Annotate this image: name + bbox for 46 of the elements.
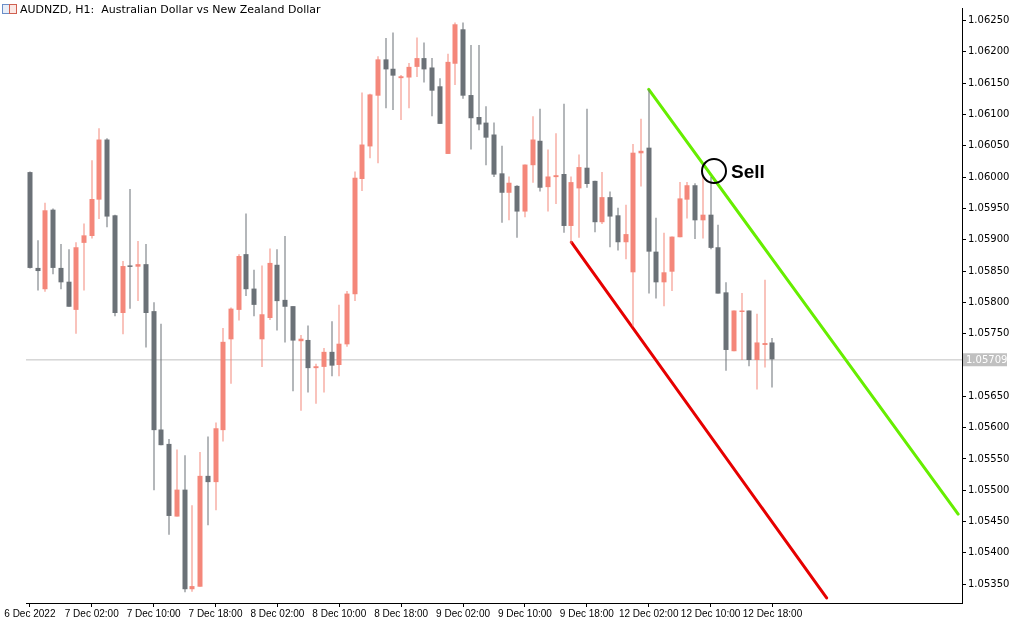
candlestick	[762, 279, 768, 368]
x-tick-label: 9 Dec 02:00	[436, 607, 491, 619]
y-tick-label: 1.05800	[968, 295, 1010, 307]
candlestick	[127, 189, 133, 309]
ref-line-label: 1.05709	[966, 353, 1008, 365]
annotation: Sell	[731, 161, 765, 183]
y-tick-label: 1.06050	[968, 139, 1010, 151]
y-tick-label: 1.06250	[968, 14, 1010, 26]
y-tick-label: 1.06150	[968, 76, 1010, 88]
x-tick-label: 12 Dec 18:00	[742, 607, 803, 619]
candlestick	[476, 44, 482, 131]
candlestick	[390, 32, 396, 111]
y-tick-label: 1.05600	[968, 421, 1010, 433]
x-tick-label: 7 Dec 10:00	[126, 607, 182, 619]
y-tick-label: 1.06200	[968, 45, 1010, 57]
candlestick	[553, 133, 559, 205]
x-tick-label: 7 Dec 18:00	[188, 607, 243, 619]
candlestick	[189, 505, 195, 592]
candlestick	[313, 363, 319, 404]
x-tick-label: 12 Dec 02:00	[618, 607, 679, 619]
y-tick-label: 1.05500	[968, 483, 1010, 495]
candlestick	[282, 235, 288, 343]
y-tick-label: 1.05650	[968, 389, 1010, 401]
candlestick	[135, 240, 141, 302]
y-tick-label: 1.05950	[968, 202, 1010, 214]
y-tick-label: 1.06000	[968, 170, 1010, 182]
x-tick-label: 8 Dec 10:00	[312, 607, 367, 619]
x-tick-label: 9 Dec 10:00	[497, 607, 553, 619]
y-tick-label: 1.05850	[968, 264, 1010, 276]
candlestick	[205, 436, 211, 526]
x-tick-label: 6 Dec 2022	[4, 607, 56, 619]
x-tick-label: 7 Dec 02:00	[64, 607, 120, 619]
y-tick-label: 1.05750	[968, 327, 1010, 339]
y-tick-label: 1.05550	[968, 452, 1010, 464]
y-tick-label: 1.05400	[968, 546, 1010, 558]
chart-title: AUDNZD, H1: Australian Dollar vs New Zealand Dollar	[20, 3, 321, 16]
x-tick-label: 8 Dec 18:00	[374, 607, 429, 619]
y-tick-label: 1.05900	[968, 233, 1010, 245]
candlestick	[398, 75, 404, 121]
y-tick-label: 1.05350	[968, 577, 1010, 589]
x-tick-label: 9 Dec 18:00	[559, 607, 615, 619]
x-tick-label: 12 Dec 10:00	[680, 607, 741, 619]
y-tick-label: 1.06100	[968, 108, 1010, 120]
y-tick-label: 1.05450	[968, 515, 1010, 527]
candlestick	[35, 240, 41, 291]
x-tick-label: 8 Dec 02:00	[250, 607, 305, 619]
